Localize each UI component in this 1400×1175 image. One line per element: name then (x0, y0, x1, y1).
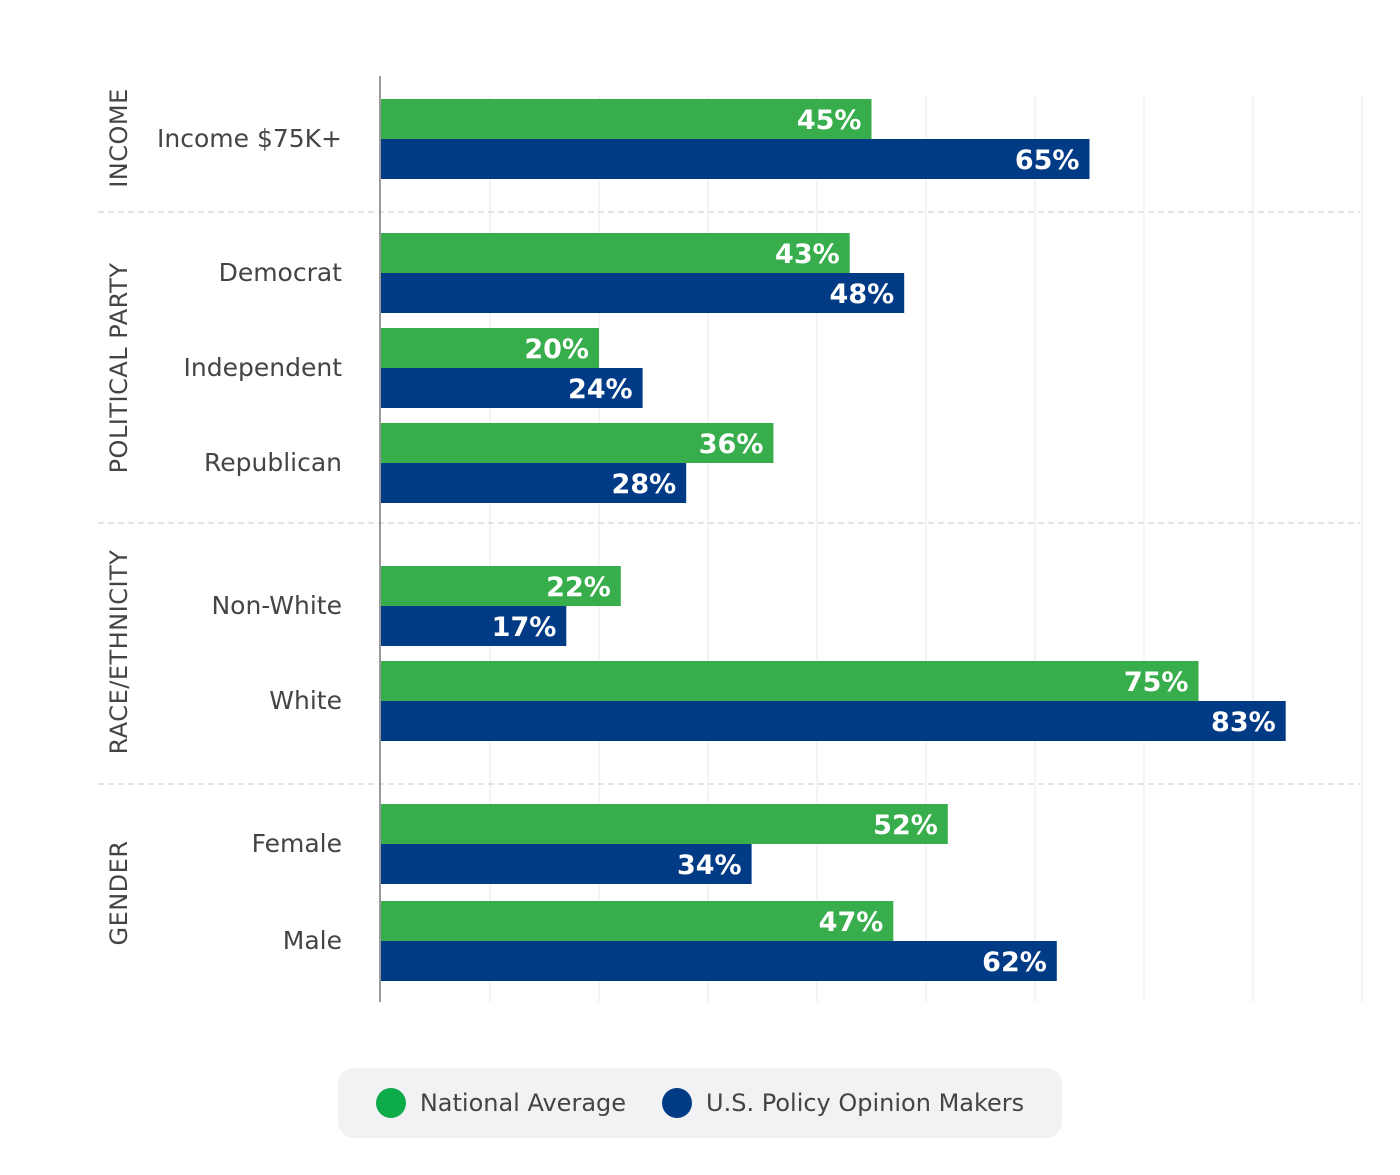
group-label-income: INCOME (105, 88, 133, 188)
legend-label-national-average: National Average (419, 1089, 627, 1117)
value-label-white-national-average: 75% (1124, 667, 1189, 698)
category-label-independent: Independent (184, 353, 343, 382)
bar-democrat-national-average (381, 233, 850, 273)
value-label-female-national-average: 52% (873, 810, 938, 841)
value-label-democrat-u-s-policy-opinion-makers: 48% (830, 279, 895, 310)
bar-republican-national-average (381, 423, 774, 463)
legend: National Average U.S. Policy Opinion Mak… (338, 1068, 1062, 1138)
bar-income-75k-u-s-policy-opinion-makers (381, 139, 1090, 179)
value-label-republican-national-average: 36% (699, 429, 764, 460)
legend-swatch-national-average (375, 1088, 406, 1118)
bar-male-u-s-policy-opinion-makers (381, 941, 1057, 981)
legend-swatch-policy-opinion-makers (662, 1088, 693, 1118)
category-label-income-75k: Income $75K+ (157, 124, 342, 153)
value-label-non-white-u-s-policy-opinion-makers: 17% (492, 612, 557, 643)
bar-male-national-average (381, 901, 894, 941)
bar-independent-u-s-policy-opinion-makers (381, 368, 643, 408)
category-label-female: Female (252, 829, 342, 858)
category-label-non-white: Non-White (211, 591, 342, 620)
group-label-gender: GENDER (105, 840, 133, 945)
value-label-republican-u-s-policy-opinion-makers: 28% (612, 469, 677, 500)
value-label-non-white-national-average: 22% (546, 572, 611, 603)
legend-item-national-average: National Average (375, 1088, 627, 1118)
bar-chart: INCOME Income $75K+ 45% 65% POLITICAL PARTY D… (98, 76, 1363, 1002)
value-label-female-u-s-policy-opinion-makers: 34% (677, 850, 742, 881)
value-label-white-u-s-policy-opinion-makers: 83% (1211, 707, 1276, 738)
value-label-democrat-national-average: 43% (775, 239, 840, 270)
value-label-independent-national-average: 20% (524, 334, 589, 365)
value-label-income-75k-national-average: 45% (797, 105, 862, 136)
bar-female-u-s-policy-opinion-makers (381, 844, 752, 884)
bar-non-white-u-s-policy-opinion-makers (381, 606, 567, 646)
bar-white-u-s-policy-opinion-makers (381, 701, 1286, 741)
bar-republican-u-s-policy-opinion-makers (381, 463, 687, 503)
category-label-republican: Republican (204, 448, 342, 477)
group-label-political-party: POLITICAL PARTY (105, 263, 133, 474)
category-label-male: Male (283, 926, 342, 955)
value-label-independent-u-s-policy-opinion-makers: 24% (568, 374, 633, 405)
value-label-male-national-average: 47% (819, 907, 884, 938)
category-label-white: White (269, 686, 342, 715)
group-label-race-ethnicity: RACE/ETHNICITY (105, 550, 133, 755)
bar-female-national-average (381, 804, 948, 844)
bar-income-75k-national-average (381, 99, 872, 139)
value-label-male-u-s-policy-opinion-makers: 62% (982, 947, 1047, 978)
legend-label-policy-opinion-makers: U.S. Policy Opinion Makers (706, 1089, 1025, 1117)
bar-democrat-u-s-policy-opinion-makers (381, 273, 905, 313)
bar-non-white-national-average (381, 566, 621, 606)
bar-white-national-average (381, 661, 1199, 701)
category-label-democrat: Democrat (219, 258, 343, 287)
legend-item-policy-opinion-makers: U.S. Policy Opinion Makers (662, 1088, 1024, 1118)
bar-independent-national-average (381, 328, 599, 368)
value-label-income-75k-u-s-policy-opinion-makers: 65% (1015, 145, 1080, 176)
